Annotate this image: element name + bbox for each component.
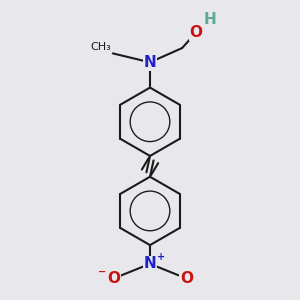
Text: O: O: [190, 25, 202, 40]
Text: CH₃: CH₃: [91, 42, 111, 52]
Text: +: +: [157, 252, 165, 262]
Text: O: O: [107, 271, 120, 286]
Text: O: O: [180, 271, 193, 286]
Text: H: H: [204, 12, 217, 27]
Text: N: N: [144, 55, 156, 70]
Text: −: −: [98, 267, 106, 277]
Text: N: N: [144, 256, 156, 271]
